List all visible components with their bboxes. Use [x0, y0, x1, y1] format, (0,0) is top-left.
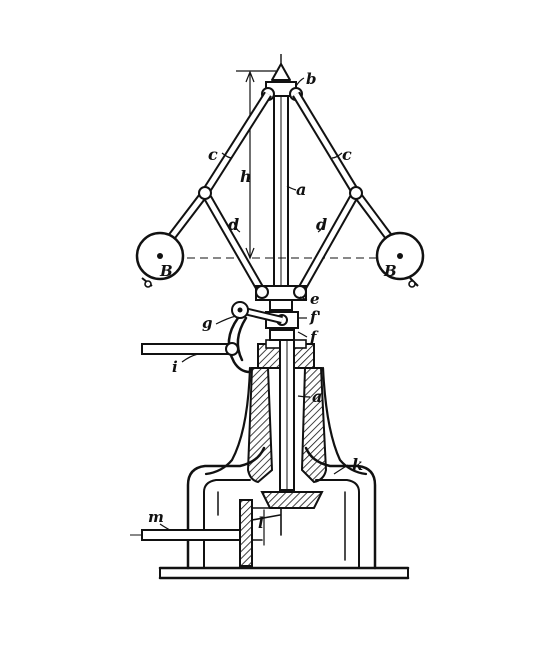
pivot-left: [198, 186, 212, 200]
leader-lines: [159, 77, 349, 531]
ball-left: [135, 231, 185, 288]
label-m: m: [148, 508, 164, 526]
label-B-right: B: [383, 262, 397, 280]
sleeve-e: [255, 285, 307, 311]
label-f: f: [309, 328, 319, 346]
label-k: k: [352, 455, 363, 474]
label-i: i: [172, 358, 178, 376]
shaft-m: [130, 529, 241, 541]
label-d-left: d: [228, 215, 239, 234]
lever-g: [227, 301, 283, 374]
base-plate: [158, 566, 410, 580]
label-g: g: [202, 314, 213, 332]
label-b: b: [306, 70, 317, 88]
label-a-upper: a: [296, 180, 306, 199]
spindle-a: [271, 54, 295, 491]
label-f-prime: f': [309, 308, 321, 326]
ball-right: [375, 231, 425, 288]
arm-c-right: [292, 91, 404, 255]
label-a-lower: a: [312, 387, 322, 406]
rod-i: [141, 342, 239, 356]
label-c-right: c: [342, 145, 352, 164]
arm-c-left: [156, 91, 272, 255]
label-B-left: B: [159, 262, 173, 280]
link-d-right: [296, 190, 360, 295]
label-h: h: [240, 167, 252, 186]
label-l: l: [258, 514, 264, 532]
label-e: e: [310, 290, 320, 308]
label-c-left: c: [208, 145, 218, 164]
label-d-right: d: [316, 215, 327, 234]
height-dimension-h: [236, 70, 276, 260]
link-d-left: [201, 190, 266, 295]
pivot-right: [349, 186, 363, 200]
bevel-gears: [239, 491, 324, 567]
